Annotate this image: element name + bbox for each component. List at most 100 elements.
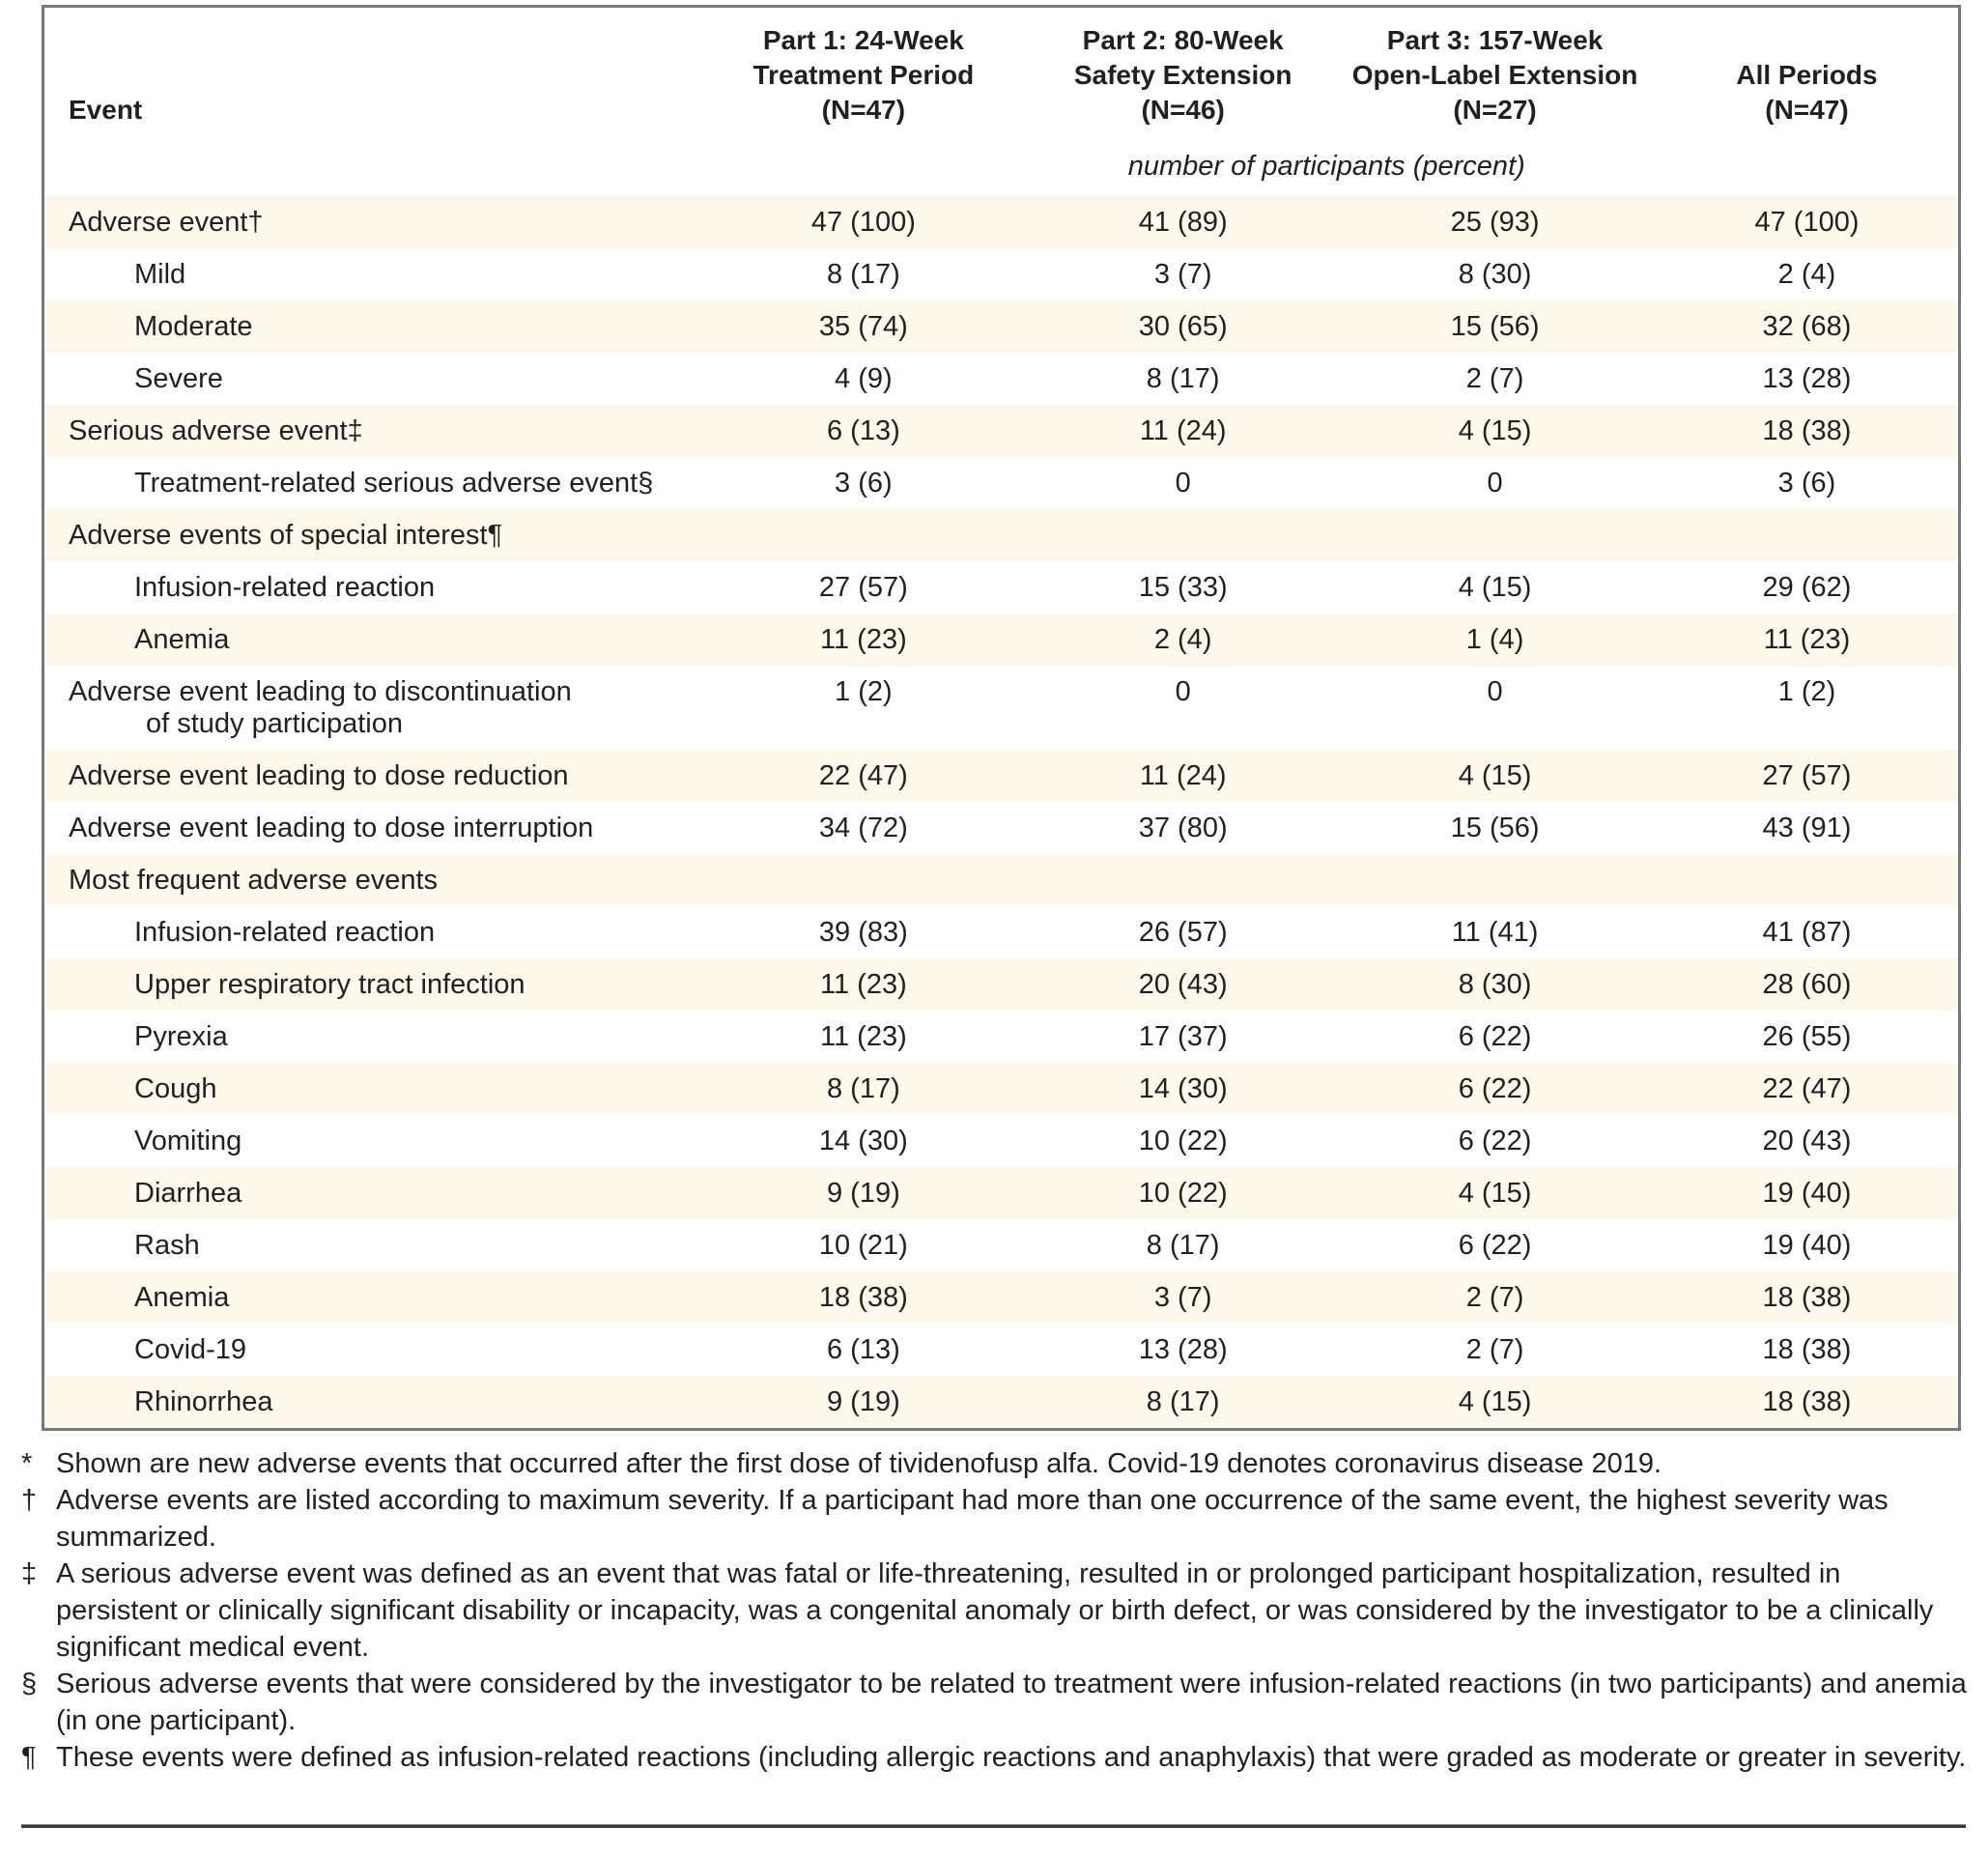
- footnote-text: A serious adverse event was defined as a…: [56, 1558, 1934, 1663]
- column-header-line: (N=47): [1765, 95, 1849, 125]
- value-cell: 17 (37): [1138, 1021, 1228, 1052]
- value-cell: 10 (22): [1138, 1126, 1228, 1156]
- value-cell: [1032, 509, 1334, 561]
- event-label: Anemia: [134, 624, 230, 655]
- value-cell: 0: [1175, 468, 1191, 499]
- value-cell: 2 (7): [1465, 363, 1524, 394]
- table-row: Most frequent adverse events: [44, 854, 1958, 906]
- footnote-marker: §: [21, 1669, 38, 1699]
- value-cell: 4 (15): [1458, 415, 1532, 446]
- value-cell: 13 (28): [1138, 1334, 1228, 1365]
- value-cell: 1 (2): [835, 676, 893, 707]
- value-cell: 15 (33): [1138, 572, 1228, 603]
- value-cell: 0: [1175, 676, 1191, 707]
- table-row: Adverse event leading to dose reduction 2…: [44, 750, 1958, 802]
- event-label: Infusion-related reaction: [134, 572, 436, 603]
- column-header-part1: Part 1: 24-Week Treatment Period (N=47): [696, 8, 1033, 131]
- table-row: Diarrhea 9 (19) 10 (22) 4 (15) 19 (40): [44, 1167, 1958, 1219]
- value-cell: 2 (4): [1777, 259, 1836, 290]
- value-cell: 11 (24): [1139, 415, 1227, 446]
- value-cell: 0: [1487, 468, 1503, 499]
- value-cell: 26 (55): [1762, 1021, 1852, 1052]
- value-cell: 27 (57): [1762, 760, 1852, 791]
- value-cell: 30 (65): [1138, 311, 1228, 342]
- value-cell: 3 (7): [1153, 259, 1212, 290]
- value-cell: 0: [1487, 676, 1503, 707]
- value-cell: 2 (7): [1465, 1334, 1524, 1365]
- value-cell: 20 (43): [1138, 969, 1228, 1000]
- value-cell: 6 (22): [1458, 1073, 1532, 1104]
- event-column-header: Event: [69, 95, 143, 125]
- value-cell: 25 (93): [1450, 207, 1540, 238]
- value-cell: [696, 509, 1033, 561]
- bottom-rule: [21, 1824, 1966, 1828]
- event-label: Serious adverse event‡: [69, 415, 363, 446]
- table-row: Adverse event leading to discontinuation…: [44, 666, 1958, 750]
- value-cell: 18 (38): [1762, 1334, 1852, 1365]
- table-row: Adverse event leading to dose interrupti…: [44, 802, 1958, 854]
- value-cell: 6 (22): [1458, 1230, 1532, 1261]
- value-cell: 18 (38): [1762, 1386, 1852, 1417]
- column-header-part3: Part 3: 157-Week Open-Label Extension (N…: [1334, 8, 1656, 131]
- value-cell: 19 (40): [1762, 1178, 1852, 1209]
- value-cell: 8 (17): [1146, 363, 1220, 394]
- value-cell: 9 (19): [826, 1178, 900, 1209]
- event-label: Adverse event leading to dose reduction: [69, 760, 569, 791]
- value-cell: 15 (56): [1450, 813, 1540, 843]
- value-cell: 6 (22): [1458, 1021, 1532, 1052]
- table-row: Adverse events of special interest¶: [44, 509, 1958, 561]
- table-row: Upper respiratory tract infection 11 (23)…: [44, 958, 1958, 1011]
- column-header-line: Part 1: 24-Week: [762, 25, 964, 55]
- value-cell: 4 (15): [1458, 1386, 1532, 1417]
- event-label: Adverse event†: [69, 207, 264, 238]
- value-cell: 10 (22): [1138, 1178, 1228, 1209]
- value-cell: [1032, 854, 1334, 906]
- value-cell: 27 (57): [818, 572, 908, 603]
- value-cell: 37 (80): [1138, 813, 1228, 843]
- value-cell: 20 (43): [1762, 1126, 1852, 1156]
- footnote-text: Serious adverse events that were conside…: [56, 1669, 1967, 1736]
- footnote-text: Adverse events are listed according to m…: [56, 1485, 1889, 1553]
- table-row: Pyrexia 11 (23) 17 (37) 6 (22) 26 (55): [44, 1011, 1958, 1063]
- table-row: Anemia 11 (23) 2 (4) 1 (4) 11 (23): [44, 614, 1958, 666]
- value-cell: 4 (15): [1458, 572, 1532, 603]
- units-spacer: [44, 131, 696, 196]
- value-cell: 29 (62): [1762, 572, 1852, 603]
- event-label: Most frequent adverse events: [69, 865, 439, 896]
- value-cell: 3 (6): [1777, 468, 1836, 499]
- value-cell: 2 (7): [1465, 1282, 1524, 1313]
- event-label: Upper respiratory tract infection: [134, 969, 525, 1000]
- column-header-line: (N=46): [1141, 95, 1225, 125]
- table-row: Cough 8 (17) 14 (30) 6 (22) 22 (47): [44, 1063, 1958, 1115]
- value-cell: 18 (38): [818, 1282, 908, 1313]
- footnote-marker: ‡: [21, 1558, 38, 1589]
- value-cell: 6 (22): [1458, 1126, 1532, 1156]
- column-header-line: Treatment Period: [753, 60, 975, 90]
- event-label: Covid-19: [134, 1334, 247, 1365]
- value-cell: 8 (30): [1458, 259, 1532, 290]
- value-cell: 41 (89): [1138, 207, 1228, 238]
- value-cell: [1656, 854, 1958, 906]
- event-label: Rhinorrhea: [134, 1386, 273, 1417]
- value-cell: 18 (38): [1762, 415, 1852, 446]
- table-body: Adverse event† 47 (100) 41 (89) 25 (93) 47 (…: [44, 196, 1958, 1428]
- units-note: number of participants (percent): [1127, 151, 1525, 182]
- value-cell: 8 (17): [1146, 1230, 1220, 1261]
- event-label: Treatment-related serious adverse event§: [134, 468, 654, 499]
- value-cell: 11 (23): [820, 1021, 907, 1052]
- value-cell: 11 (23): [820, 624, 907, 655]
- value-cell: 47 (100): [1754, 207, 1860, 238]
- value-cell: 11 (41): [1451, 917, 1539, 948]
- value-cell: 34 (72): [818, 813, 908, 843]
- value-cell: 9 (19): [826, 1386, 900, 1417]
- footnote-marker: ¶: [21, 1742, 37, 1773]
- value-cell: 32 (68): [1762, 311, 1852, 342]
- value-cell: 10 (21): [818, 1230, 908, 1261]
- value-cell: [1334, 509, 1656, 561]
- footnote-text: Shown are new adverse events that occurr…: [56, 1448, 1662, 1479]
- table-row: Rhinorrhea 9 (19) 8 (17) 4 (15) 18 (38): [44, 1376, 1958, 1428]
- table-row: Moderate 35 (74) 30 (65) 15 (56) 32 (68): [44, 300, 1958, 353]
- footnote: † Adverse events are listed according to …: [21, 1482, 1967, 1555]
- column-header-line: (N=27): [1453, 95, 1537, 125]
- value-cell: 35 (74): [818, 311, 908, 342]
